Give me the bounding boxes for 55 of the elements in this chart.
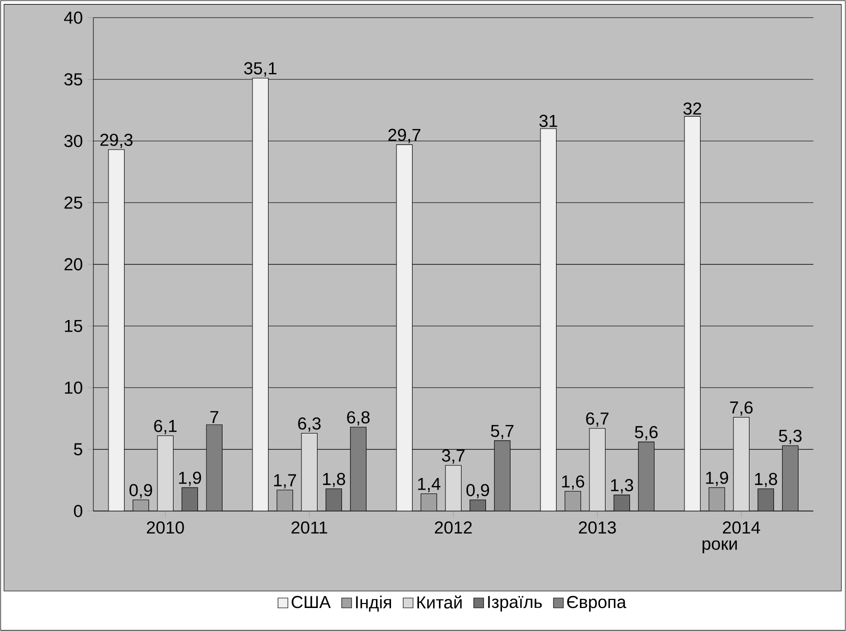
bar [301, 433, 318, 511]
y-tick-label: 10 [64, 382, 82, 394]
data-label: 32 [683, 102, 702, 115]
data-label: 1,9 [179, 472, 202, 486]
legend-label: Європа [567, 596, 626, 612]
data-label: 0,9 [466, 484, 490, 498]
legend-label: США [292, 596, 331, 608]
data-label: 6,1 [154, 420, 177, 434]
data-label: 1,3 [611, 479, 634, 494]
bar [589, 428, 606, 511]
data-label: 3,7 [442, 449, 465, 464]
y-tick-label: 35 [64, 73, 82, 86]
bar [252, 78, 269, 511]
x-axis-title: роки [702, 540, 737, 554]
y-tick-label: 25 [64, 196, 82, 209]
data-label: 31 [539, 114, 558, 128]
data-label: 6,7 [586, 412, 608, 427]
bar [445, 465, 462, 511]
legend-label: Китай [417, 596, 462, 609]
data-label: 1,4 [418, 478, 440, 492]
data-label: 7 [210, 411, 218, 424]
x-tick-label: 2012 [434, 521, 472, 534]
data-label: 1,8 [755, 472, 778, 488]
bar [396, 144, 413, 511]
data-label: 29,3 [100, 134, 132, 148]
x-tick-label: 2010 [146, 521, 184, 534]
bar [540, 128, 557, 511]
y-tick-label: 40 [64, 12, 82, 24]
y-tick-label: 0 [74, 504, 82, 518]
data-label: 7,6 [730, 401, 753, 416]
bar [108, 149, 125, 511]
data-label: 5,6 [634, 426, 658, 440]
bar [157, 435, 174, 511]
y-tick-label: 15 [64, 320, 82, 332]
y-tick-label: 5 [74, 443, 82, 456]
data-label: 1,9 [706, 472, 728, 486]
data-label: 29,7 [388, 128, 420, 144]
data-label: 5,7 [490, 424, 514, 440]
data-label: 5,3 [778, 430, 802, 444]
data-label: 1,8 [323, 472, 346, 488]
bar [733, 416, 750, 511]
y-tick-label: 30 [64, 134, 82, 148]
data-label: 0,9 [129, 484, 152, 498]
data-label: 6,3 [298, 417, 321, 432]
legend-label: Індія [356, 596, 392, 612]
x-tick-label: 2011 [292, 521, 328, 534]
x-tick-label: 2014 [722, 521, 760, 534]
x-tick-label: 2013 [578, 521, 616, 534]
y-tick-label: 20 [64, 258, 82, 270]
legend-label: Ізраїль [488, 596, 542, 612]
data-label: 1,6 [562, 475, 584, 490]
data-label: 6,8 [347, 411, 370, 426]
data-label: 1,7 [274, 474, 296, 488]
data-label: 35,1 [244, 62, 276, 76]
bar [684, 116, 701, 511]
